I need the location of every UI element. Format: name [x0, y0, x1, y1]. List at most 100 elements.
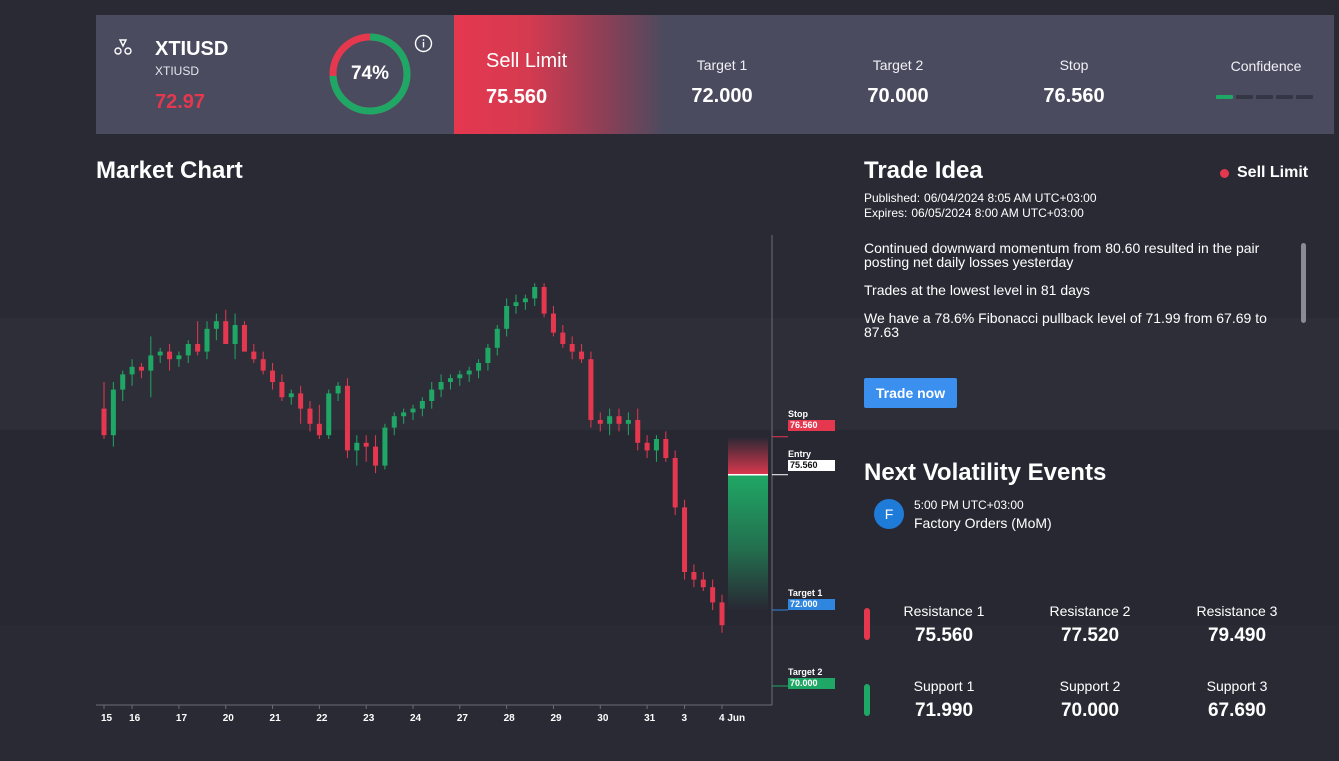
idea-scrollbar[interactable] [1301, 243, 1306, 323]
candle [560, 325, 566, 348]
idea-paragraph: We have a 78.6% Fibonacci pullback level… [864, 310, 1267, 340]
candle [644, 435, 650, 458]
symbol-block: XTIUSD XTIUSD 72.97 74% [96, 15, 454, 134]
expires-label: Expires: [864, 206, 908, 220]
candle [223, 309, 229, 344]
target-1-tag-label: Target 1 [788, 588, 823, 598]
candle [419, 397, 425, 417]
date-axis-label: 23 [363, 713, 375, 724]
level-label: Resistance 1 [903, 603, 985, 619]
published-label: Published: [864, 191, 921, 205]
order-type-block: Sell Limit 75.560 [454, 15, 666, 134]
market-chart-title: Market Chart [96, 157, 243, 184]
candle [476, 359, 482, 379]
candle [569, 336, 575, 360]
info-icon[interactable] [414, 34, 433, 53]
candle [382, 423, 388, 470]
confidence-meter [1216, 95, 1313, 99]
background-band [0, 430, 1339, 625]
support-2: Support 2 70.000 [1030, 678, 1150, 722]
candle [335, 382, 341, 401]
date-axis-label: 27 [456, 713, 468, 724]
candle [373, 435, 379, 474]
volatility-title: Next Volatility Events [864, 459, 1107, 486]
gauge-percentage: 74% [350, 63, 390, 84]
entry-tag-label: Entry [788, 449, 812, 459]
candle [682, 499, 688, 580]
candle [195, 321, 201, 356]
target-1-level-tag: Target 1 72.000 [788, 588, 835, 610]
candle [672, 450, 678, 515]
profit-target-zone [728, 474, 768, 610]
candle [251, 344, 257, 363]
date-axis-label: 28 [503, 713, 515, 724]
candle [625, 412, 631, 436]
candle [260, 351, 266, 375]
symbol-name: XTIUSD [155, 38, 229, 60]
stop-tag-label: Stop [788, 409, 808, 419]
candle [167, 344, 173, 371]
candle [485, 344, 491, 371]
level-label: Resistance 3 [1196, 603, 1278, 619]
resistance-1: Resistance 1 75.560 [884, 603, 1004, 647]
metric-value: 72.000 [691, 85, 753, 107]
current-price: 72.97 [155, 91, 206, 113]
candle [138, 363, 144, 379]
candle [719, 594, 725, 633]
candle [504, 298, 510, 337]
order-price: 75.560 [486, 86, 548, 108]
candle [101, 382, 107, 439]
candle [607, 408, 613, 436]
expires-date: 06/05/2024 8:00 AM UTC+03:00 [911, 206, 1084, 220]
candle [429, 382, 435, 409]
candle [532, 283, 538, 306]
confidence-segment [1216, 95, 1233, 99]
candle [438, 374, 444, 398]
candle [204, 321, 210, 360]
level-value: 70.000 [1060, 700, 1120, 721]
idea-paragraph: Trades at the lowest level in 81 days [864, 282, 1090, 298]
candle [316, 404, 322, 439]
confidence-gauge [329, 33, 411, 115]
candle [185, 340, 191, 363]
market-chart[interactable] [96, 230, 841, 730]
background-band [0, 318, 1339, 430]
candle [522, 294, 528, 310]
date-axis-label: 4 Jun [719, 713, 746, 724]
event-time: 5:00 PM UTC+03:00 [914, 498, 1024, 512]
date-axis-label: 20 [222, 713, 234, 724]
stop-risk-zone [728, 436, 768, 475]
date-axis-label: 21 [269, 713, 281, 724]
stop-level-tag: Stop 76.560 [788, 409, 835, 431]
event-name: Factory Orders (MoM) [914, 515, 1052, 531]
candle [410, 404, 416, 420]
candle [401, 408, 407, 424]
candle [513, 294, 519, 314]
trade-now-button[interactable]: Trade now [864, 378, 957, 408]
candle [279, 374, 285, 401]
candle [307, 401, 313, 432]
candle [663, 431, 669, 462]
target-2-level-tag: Target 2 70.000 [788, 667, 835, 689]
metric-value: 76.560 [1043, 85, 1105, 107]
level-value: 71.990 [914, 700, 974, 721]
entry-level-tag: Entry 75.560 [788, 449, 835, 471]
candle [579, 344, 585, 363]
candle [700, 572, 706, 591]
level-label: Support 2 [1059, 678, 1121, 694]
candle [326, 389, 332, 439]
event-country-icon: F [874, 499, 904, 529]
target-2-tag-value: 70.000 [788, 678, 835, 689]
level-value: 75.560 [914, 625, 974, 646]
sell-dot-icon [1220, 168, 1229, 178]
trade-idea-title: Trade Idea [864, 157, 983, 184]
candle [710, 579, 716, 610]
confidence-segment [1236, 95, 1253, 99]
candle [588, 351, 594, 428]
date-axis-label: 31 [644, 713, 656, 724]
candle [550, 306, 556, 337]
candle [653, 435, 659, 462]
date-axis-label: 30 [597, 713, 609, 724]
candle [691, 564, 697, 588]
expires-line: Expires: 06/05/2024 8:00 AM UTC+03:00 [864, 206, 1084, 220]
